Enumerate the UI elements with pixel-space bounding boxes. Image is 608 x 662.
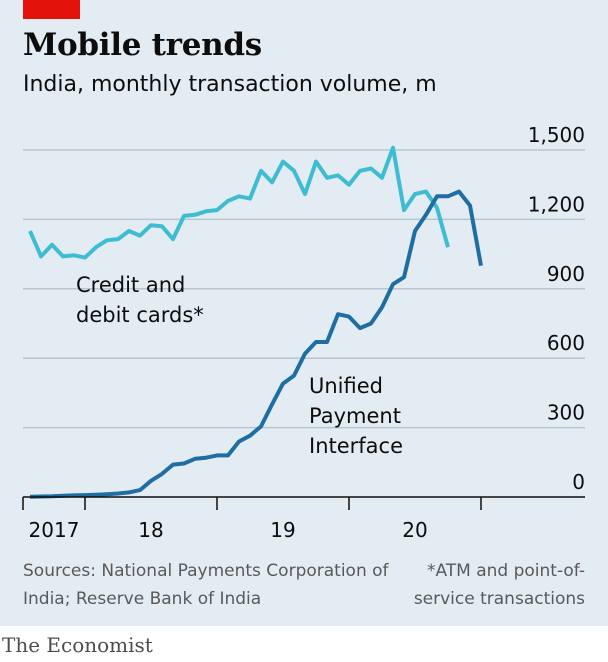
x-tick-label: 19 <box>270 518 295 542</box>
sources-note: Sources: National Payments Corporation o… <box>23 561 389 609</box>
economist-logo-text: The Economist <box>2 633 153 657</box>
x-tick-label: 18 <box>138 518 163 542</box>
chart-panel <box>0 0 608 626</box>
line-chart: 0 300 600 900 1,200 1,500 Credit and debit car… <box>22 123 585 542</box>
brand-red-tag <box>23 0 80 19</box>
y-tick-label: 1,200 <box>528 192 585 216</box>
x-tick-label: 2017 <box>29 518 80 542</box>
series-line <box>29 189 483 499</box>
y-tick-label: 0 <box>572 470 585 494</box>
series-label: Unified Payment Interface <box>309 374 403 458</box>
chart-title: Mobile trends <box>23 27 262 63</box>
y-tick-label: 1,500 <box>528 123 585 147</box>
chart-subtitle: India, monthly transaction volume, m <box>23 72 437 97</box>
y-tick-label: 600 <box>547 331 585 355</box>
footnote: *ATM and point-of-service transactions <box>413 561 585 609</box>
series-label: Credit and debit cards* <box>76 273 204 327</box>
series-line <box>28 145 450 260</box>
y-tick-label: 300 <box>547 401 585 425</box>
x-tick-label: 20 <box>402 518 427 542</box>
y-tick-label: 900 <box>547 262 585 286</box>
